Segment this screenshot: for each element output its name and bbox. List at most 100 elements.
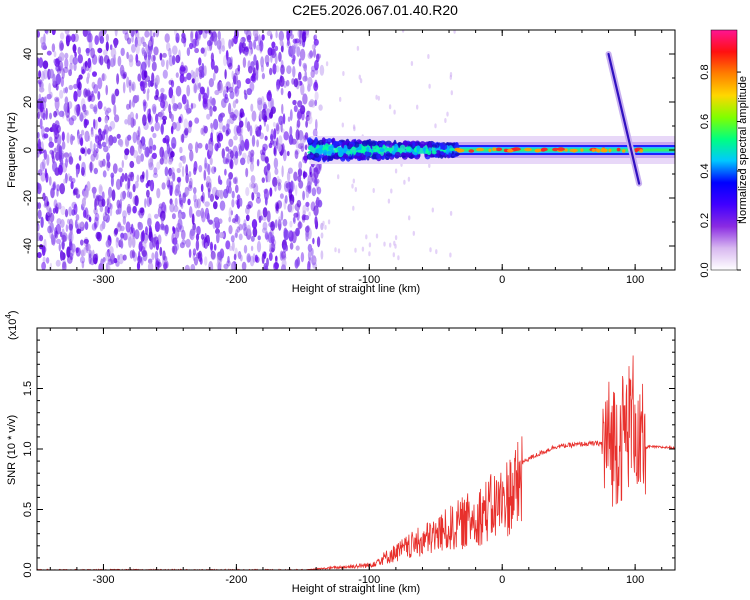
noise-blob (193, 74, 199, 84)
noise-blob (159, 246, 163, 257)
noise-blob (53, 147, 57, 153)
noise-blob (180, 199, 183, 206)
noise-blob (254, 124, 258, 132)
noise-blob (393, 109, 396, 115)
noise-blob (119, 64, 125, 77)
noise-blob (146, 195, 151, 208)
noise-blob (223, 188, 229, 199)
noise-blob (105, 239, 111, 248)
noise-blob (309, 98, 315, 107)
noise-blob (212, 72, 216, 81)
noise-blob (265, 108, 272, 120)
noise-blob (196, 225, 201, 236)
noise-blob (59, 89, 64, 99)
noise-blob (196, 82, 200, 90)
noise-blob (98, 159, 102, 167)
noise-blob (130, 30, 135, 38)
carrier-blob (449, 147, 455, 152)
snr-marks (37, 355, 675, 570)
noise-blob (181, 239, 187, 245)
carrier-blob (313, 152, 320, 158)
noise-blob (178, 162, 183, 169)
noise-blob (58, 110, 65, 118)
noise-blob (114, 30, 118, 37)
noise-blob (42, 192, 46, 201)
noise-blob (57, 164, 63, 176)
noise-blob (57, 60, 64, 71)
noise-blob (55, 83, 59, 91)
noise-blob (198, 165, 203, 173)
noise-blob (209, 157, 213, 166)
noise-blob (203, 125, 208, 134)
noise-blob (195, 67, 199, 78)
noise-blob (272, 63, 277, 75)
noise-blob (204, 201, 210, 208)
noise-blob (124, 119, 128, 125)
noise-blob (78, 133, 83, 146)
colorbar-scale (710, 29, 738, 271)
noise-blob (162, 250, 166, 261)
noise-blob (185, 186, 190, 196)
noise-blob (183, 118, 189, 129)
noise-blob (171, 94, 175, 105)
noise-blob (171, 137, 177, 149)
noise-blob (147, 262, 154, 270)
noise-blob (77, 133, 81, 145)
noise-blob (138, 241, 143, 252)
noise-blob (428, 83, 431, 89)
noise-blob (173, 205, 179, 213)
noise-blob (129, 160, 135, 169)
noise-blob (254, 254, 258, 263)
noise-blob (221, 37, 225, 50)
noise-blob (124, 32, 129, 41)
noise-blob (352, 205, 355, 211)
noise-blob (313, 257, 317, 263)
noise-blob (146, 90, 150, 102)
snr-exponent-power: 4 (4, 314, 13, 319)
noise-blob (319, 64, 325, 76)
noise-blob (368, 251, 371, 257)
noise-blob (392, 252, 395, 258)
noise-blob (272, 121, 276, 128)
noise-blob (298, 58, 302, 67)
noise-blob (131, 44, 136, 53)
noise-blob (301, 31, 307, 43)
noise-blob (56, 68, 62, 75)
noise-blob (172, 102, 178, 112)
noise-blob (269, 67, 273, 76)
noise-blob (134, 195, 139, 207)
noise-blob (313, 81, 319, 92)
noise-blob (181, 133, 185, 143)
noise-blob (314, 59, 319, 71)
noise-blob (251, 110, 257, 122)
carrier-blob (323, 155, 328, 161)
carrier-blob (327, 155, 331, 162)
noise-blob (209, 96, 213, 104)
noise-blob (233, 124, 239, 136)
noise-blob (108, 126, 112, 132)
noise-blob (58, 145, 63, 156)
noise-blob (103, 106, 107, 112)
noise-blob (210, 251, 217, 261)
y-tick-label: 40 (22, 48, 34, 60)
noise-blob (87, 72, 90, 79)
noise-blob (93, 118, 96, 129)
noise-blob (161, 182, 166, 190)
noise-blob (129, 145, 135, 156)
noise-blob (297, 221, 303, 229)
noise-blob (125, 221, 131, 233)
noise-blob (274, 219, 278, 229)
noise-blob (39, 234, 44, 242)
noise-blob (169, 202, 175, 213)
noise-blob (162, 69, 168, 79)
noise-blob (359, 78, 363, 84)
noise-blob (305, 215, 310, 221)
noise-blob (272, 176, 278, 188)
noise-blob (54, 96, 60, 103)
noise-blob (128, 58, 134, 68)
noise-blob (309, 50, 314, 58)
noise-blob (305, 32, 310, 38)
noise-blob (188, 171, 192, 178)
noise-blob (101, 73, 105, 82)
